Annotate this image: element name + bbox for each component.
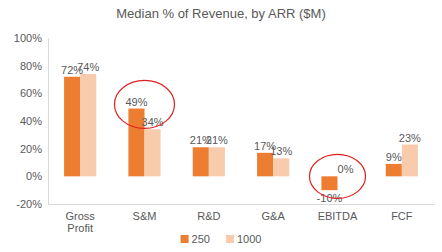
title: Median % of Revenue, by ARR ($M): [116, 6, 326, 21]
x-tick: FCF: [391, 204, 413, 222]
y-tick: 80%: [20, 60, 48, 72]
highlight-circle: [310, 154, 366, 198]
data-label: 21%: [206, 134, 228, 146]
bar: [80, 74, 96, 176]
data-labels: 72%49%21%17%-10%9%74%34%21%13%0%23%: [61, 61, 421, 204]
bar: [273, 158, 289, 176]
y-tick-label: 60%: [20, 87, 42, 99]
y-tick: 40%: [20, 115, 48, 127]
bar: [64, 77, 80, 177]
chart: Median % of Revenue, by ARR ($M) -20% 0% 20…: [0, 0, 442, 252]
x-tick: EBITDA: [318, 204, 358, 222]
bar: [338, 176, 354, 177]
legend: 250 1000: [181, 233, 262, 245]
y-tick-label: 100%: [14, 32, 42, 44]
legend-swatch: [181, 235, 189, 243]
y-axis-line: [48, 39, 49, 205]
bar: [209, 147, 225, 176]
data-label: 23%: [399, 132, 421, 144]
y-tick-label: 40%: [20, 115, 42, 127]
x-tick-label: EBITDA: [318, 210, 358, 222]
data-label: 0%: [338, 163, 354, 175]
data-label: 34%: [142, 116, 164, 128]
data-label: 9%: [386, 151, 402, 163]
x-tick-label: FCF: [391, 210, 413, 222]
x-axis-line: [49, 204, 435, 205]
legend-item: 250: [181, 233, 210, 245]
data-label: 74%: [77, 61, 99, 73]
y-axis: -20% 0% 20% 40% 60% 80% 100%: [14, 32, 49, 210]
y-tick: 100%: [14, 32, 48, 44]
y-tick: -20%: [16, 198, 48, 210]
legend-swatch: [226, 235, 234, 243]
data-label: 13%: [270, 145, 292, 157]
x-tick-label: GrossProfit: [65, 210, 95, 235]
x-tick: S&M: [133, 204, 157, 222]
x-tick-label: G&A: [262, 210, 286, 222]
data-label: 49%: [125, 96, 147, 108]
bar: [145, 129, 161, 176]
x-tick: GrossProfit: [65, 204, 95, 234]
legend-label: 250: [192, 233, 210, 245]
x-tick-label: S&M: [133, 210, 157, 222]
highlights: [115, 80, 366, 198]
y-tick: 20%: [20, 143, 48, 155]
bar: [402, 145, 418, 177]
y-tick-label: 0%: [26, 170, 42, 182]
x-axis: GrossProfit S&M R&D G&A EBITDA FCF: [49, 204, 435, 234]
y-tick-label: 80%: [20, 60, 42, 72]
x-tick-label: R&D: [197, 210, 220, 222]
highlight-circle: [115, 80, 175, 128]
legend-item: 1000: [226, 233, 261, 245]
x-tick: R&D: [197, 204, 220, 222]
bar: [321, 176, 337, 190]
y-tick-label: 20%: [20, 143, 42, 155]
x-tick: G&A: [262, 204, 286, 222]
y-tick-label: -20%: [16, 198, 42, 210]
bar: [193, 147, 209, 176]
y-tick: 60%: [20, 87, 48, 99]
legend-label: 1000: [237, 233, 261, 245]
y-tick: 0%: [26, 170, 48, 182]
bar: [386, 164, 402, 176]
